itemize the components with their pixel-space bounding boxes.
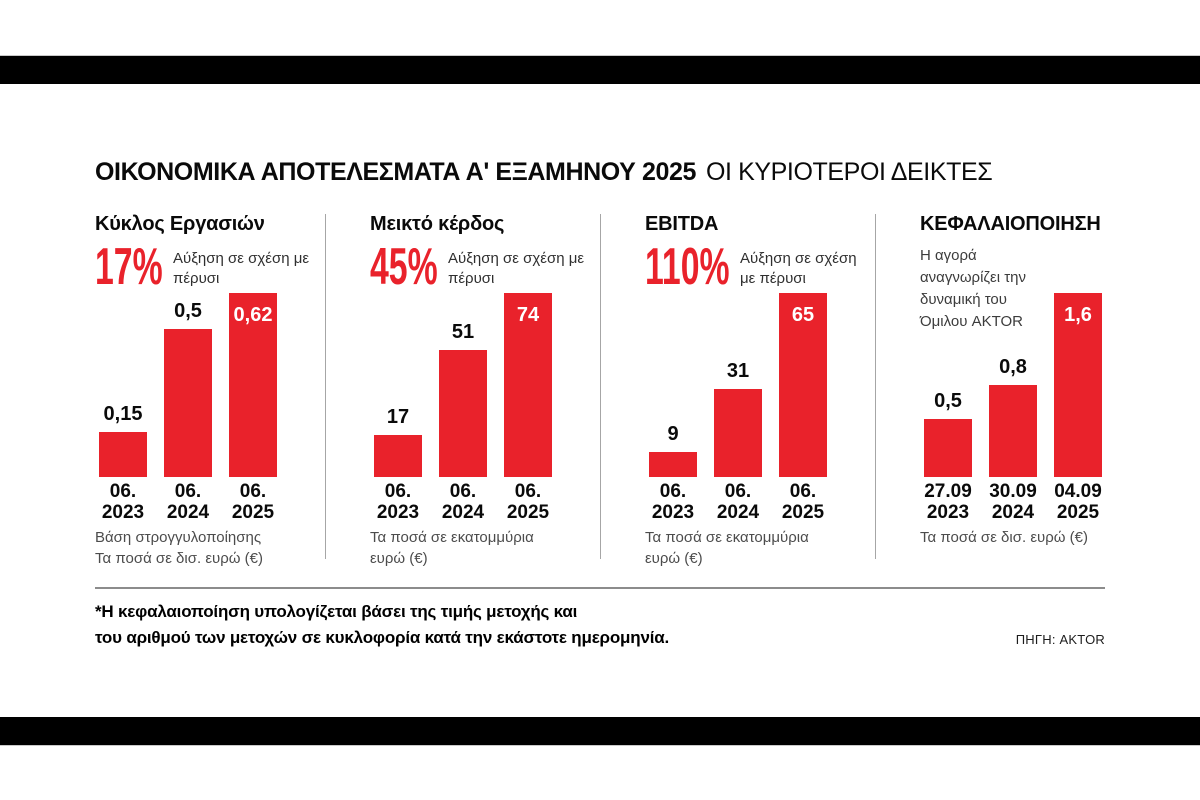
x-tick-label: 06. 2023 [651,481,695,523]
bar-value-label: 74 [516,304,540,326]
bar-chart: 0,5 0,8 1,6 [920,293,1135,477]
panel-note: Τα ποσά σε δισ. ευρώ (€) [920,529,1088,546]
x-tick-label: 06. 2025 [231,481,275,523]
panels: Κύκλος Εργασιών 17% Αύξηση σε σχέση με π… [95,213,1105,567]
bar-value-label: 51 [451,321,475,343]
bar-value-label: 0,15 [103,403,143,425]
bar-value-label: 0,62 [233,304,273,326]
bar [504,293,552,477]
panel: EBITDA 110% Αύξηση σε σχέση με πέρυσι 9 3… [645,213,860,567]
source-label: ΠΗΓΗ: AKTOR [1015,632,1105,647]
panel-divider [875,214,876,559]
x-axis: 06. 2023 06. 2024 06. 2025 [370,481,585,525]
panel-desc: Η αγορά αναγνωρίζει την δυναμική του Όμι… [920,247,1026,330]
x-axis: 06. 2023 06. 2024 06. 2025 [95,481,310,525]
bar [439,350,487,477]
stat-number-box: 17% [95,238,169,296]
x-axis: 06. 2023 06. 2024 06. 2025 [645,481,860,525]
x-axis: 27.09 2023 30.09 2024 04.09 2025 [920,481,1135,525]
bar-value-label: 31 [726,360,750,382]
bar [714,389,762,477]
bar [1054,293,1102,477]
bar [164,329,212,477]
stat-caption: Αύξηση σε σχέση με πέρυσι [173,250,310,287]
panel-title: Κύκλος Εργασιών [95,213,265,235]
infographic-title: ΟΙΚΟΝΟΜΙΚΑ ΑΠΟΤΕΛΕΣΜΑΤΑ Α' ΕΞΑΜΗΝΟΥ 2025… [95,158,993,187]
bar-chart: 0,15 0,5 0,62 [95,293,310,477]
bar-value-label: 9 [667,423,679,445]
stat-number: 110% [645,238,730,296]
x-tick-label: 06. 2024 [166,481,210,523]
x-tick-label: 06. 2023 [101,481,145,523]
panel-stat: 110% Αύξηση σε σχέση με πέρυσι [645,238,860,296]
x-tick-label: 06. 2024 [716,481,760,523]
x-tick-label: 06. 2025 [506,481,550,523]
bar-value-label: 0,8 [999,356,1027,378]
footer-note-line1: *Η κεφαλαιοποίηση υπολογίζεται βάσει της… [95,602,578,621]
bar [649,452,697,477]
panel-title: EBITDA [645,213,719,235]
stat-caption: Αύξηση σε σχέση με πέρυσι [740,250,857,287]
x-tick-label: 06. 2023 [376,481,420,523]
stat-number-box: 45% [370,238,444,296]
bar-value-label: 1,6 [1064,304,1092,326]
bar-chart: 17 51 74 [370,293,585,477]
panel-divider [325,214,326,559]
panel: Μεικτό κέρδος 45% Αύξηση σε σχέση με πέρ… [370,213,585,567]
x-tick-label: 04.09 2025 [1054,481,1102,523]
x-tick-label: 30.09 2024 [989,481,1037,523]
bar-value-label: 0,5 [934,390,962,412]
x-tick-label: 06. 2025 [781,481,825,523]
top-black-band [0,55,1200,84]
stat-number-box: 110% [645,238,736,296]
panel: Κύκλος Εργασιών 17% Αύξηση σε σχέση με π… [95,213,310,567]
panel-title: Μεικτό κέρδος [370,213,505,235]
panel-stat: 17% Αύξηση σε σχέση με πέρυσι [95,238,310,296]
stat-number: 45% [370,238,438,296]
panel-title: ΚΕΦΑΛΑΙΟΠΟΙΗΣΗ [920,213,1101,235]
stat-number: 17% [95,238,163,296]
bar [99,432,147,477]
bar-chart: 9 31 65 [645,293,860,477]
title-accent: ΟΙ ΚΥΡΙΟΤΕΡΟΙ ΔΕΙΚΤΕΣ [705,158,993,186]
bar-value-label: 0,5 [174,300,202,322]
stat-caption: Αύξηση σε σχέση με πέρυσι [448,250,585,287]
bar [924,419,972,477]
footer-divider [95,587,1105,589]
x-tick-label: 27.09 2023 [924,481,972,523]
panel-note: Βάση στρογγυλοποίησης Τα ποσά σε δισ. ευρ… [95,529,263,567]
bottom-black-band [0,717,1200,746]
bar [374,435,422,477]
bar [989,385,1037,477]
panel-note: Τα ποσά σε εκατομμύρια ευρώ (€) [645,529,809,567]
footer-note: *Η κεφαλαιοποίηση υπολογίζεται βάσει της… [95,599,815,651]
panel: ΚΕΦΑΛΑΙΟΠΟΙΗΣΗ Η αγορά αναγνωρίζει την δ… [920,213,1135,563]
title-main: ΟΙΚΟΝΟΜΙΚΑ ΑΠΟΤΕΛΕΣΜΑΤΑ Α' ΕΞΑΜΗΝΟΥ 2025 [95,158,696,186]
bar-value-label: 65 [791,304,815,326]
panel-stat: 45% Αύξηση σε σχέση με πέρυσι [370,238,585,296]
bar [229,293,277,477]
bar [779,293,827,477]
footer-note-line2: του αριθμού των μετοχών σε κυκλοφορία κα… [95,628,669,647]
panel-note: Τα ποσά σε εκατομμύρια ευρώ (€) [370,529,534,567]
x-tick-label: 06. 2024 [441,481,485,523]
bar-value-label: 17 [386,406,410,428]
panel-divider [600,214,601,559]
